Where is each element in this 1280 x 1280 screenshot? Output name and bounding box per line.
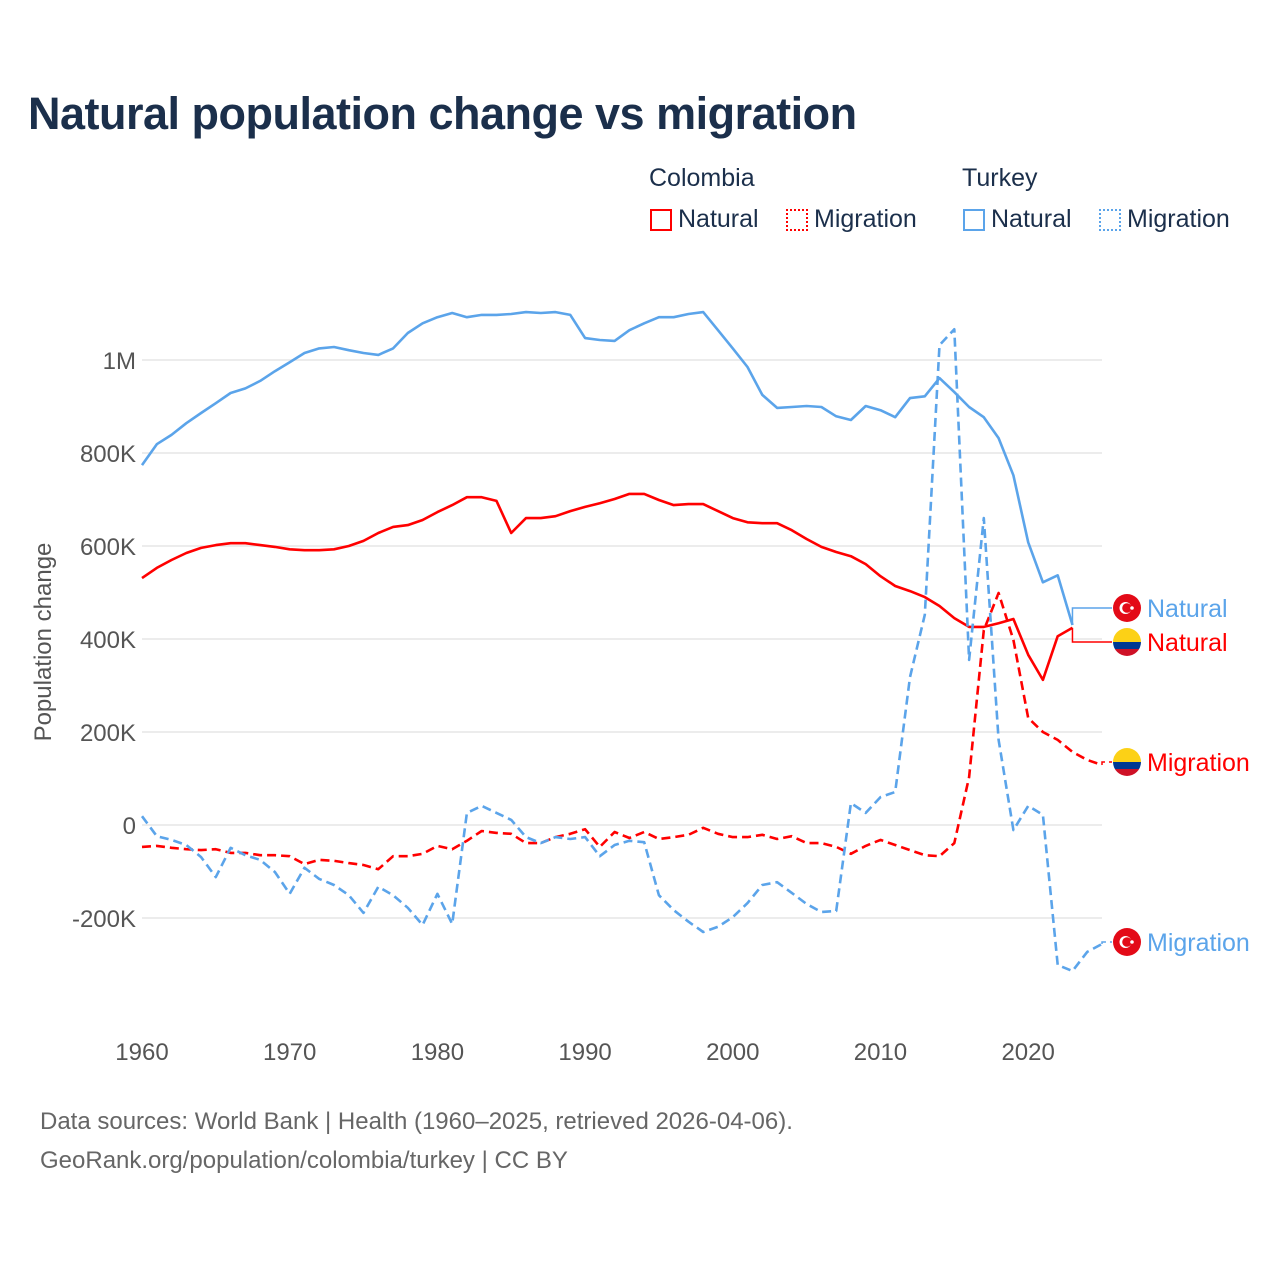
legend-item-turkey-migration[interactable]: Migration xyxy=(1099,205,1230,234)
legend-label: Migration xyxy=(814,205,917,233)
label-connector xyxy=(1071,607,1112,626)
turkey-flag-icon xyxy=(1113,594,1141,622)
y-tick-label: 0 xyxy=(123,813,136,840)
legend-swatch-dotted-icon xyxy=(786,208,808,231)
end-label-text: Natural xyxy=(1147,595,1228,623)
footer-attribution: GeoRank.org/population/colombia/turkey |… xyxy=(40,1147,568,1174)
end-label-text: Migration xyxy=(1147,929,1250,957)
series-line-colombia-migration[interactable] xyxy=(141,591,1103,871)
label-connector xyxy=(1101,941,1112,945)
x-tick-label: 2000 xyxy=(706,1039,759,1066)
legend-group-turkey: Turkey xyxy=(962,164,1038,192)
legend-swatch-dotted-icon xyxy=(1099,208,1121,231)
y-tick-label: 400K xyxy=(80,627,136,654)
end-label-turkey-natural: Natural xyxy=(1071,594,1228,626)
label-connector xyxy=(1101,761,1112,766)
end-label-text: Migration xyxy=(1147,749,1250,777)
end-label-text: Natural xyxy=(1147,629,1228,657)
y-axis-label: Population change xyxy=(30,543,57,742)
legend-item-colombia-migration[interactable]: Migration xyxy=(786,205,917,234)
y-tick-label: 600K xyxy=(80,534,136,561)
legend-item-turkey-natural[interactable]: Natural xyxy=(963,205,1072,234)
x-tick-label: 1980 xyxy=(411,1039,464,1066)
y-tick-label: 800K xyxy=(80,441,136,468)
x-tick-label: 1970 xyxy=(263,1039,316,1066)
legend-label: Natural xyxy=(991,205,1072,233)
x-tick-label: 1990 xyxy=(558,1039,611,1066)
end-label-turkey-migration: Migration xyxy=(1101,928,1250,957)
legend-swatch-solid-icon xyxy=(650,208,672,231)
end-label-colombia-natural: Natural xyxy=(1071,627,1228,657)
series-line-turkey-migration[interactable] xyxy=(140,327,1103,973)
colombia-flag-icon xyxy=(1113,628,1141,656)
x-tick-label: 1960 xyxy=(115,1039,168,1066)
chart-title: Natural population change vs migration xyxy=(28,88,857,139)
legend-item-colombia-natural[interactable]: Natural xyxy=(650,205,759,234)
legend-label: Natural xyxy=(678,205,759,233)
footer-sources: Data sources: World Bank | Health (1960–… xyxy=(40,1108,793,1135)
series-line-turkey-natural[interactable] xyxy=(140,310,1074,626)
y-tick-label: -200K xyxy=(72,906,136,933)
x-tick-label: 2010 xyxy=(854,1039,907,1066)
end-label-colombia-migration: Migration xyxy=(1101,748,1250,777)
legend-label: Migration xyxy=(1127,205,1230,233)
legend-group-colombia: Colombia xyxy=(649,164,755,192)
colombia-flag-icon xyxy=(1113,748,1141,776)
turkey-flag-icon xyxy=(1113,928,1141,956)
x-tick-label: 2020 xyxy=(1001,1039,1054,1066)
y-tick-label: 1M xyxy=(103,348,136,375)
legend-swatch-solid-icon xyxy=(963,208,985,231)
series-line-colombia-natural[interactable] xyxy=(141,492,1074,682)
label-connector xyxy=(1071,627,1112,643)
y-tick-label: 200K xyxy=(80,720,136,747)
